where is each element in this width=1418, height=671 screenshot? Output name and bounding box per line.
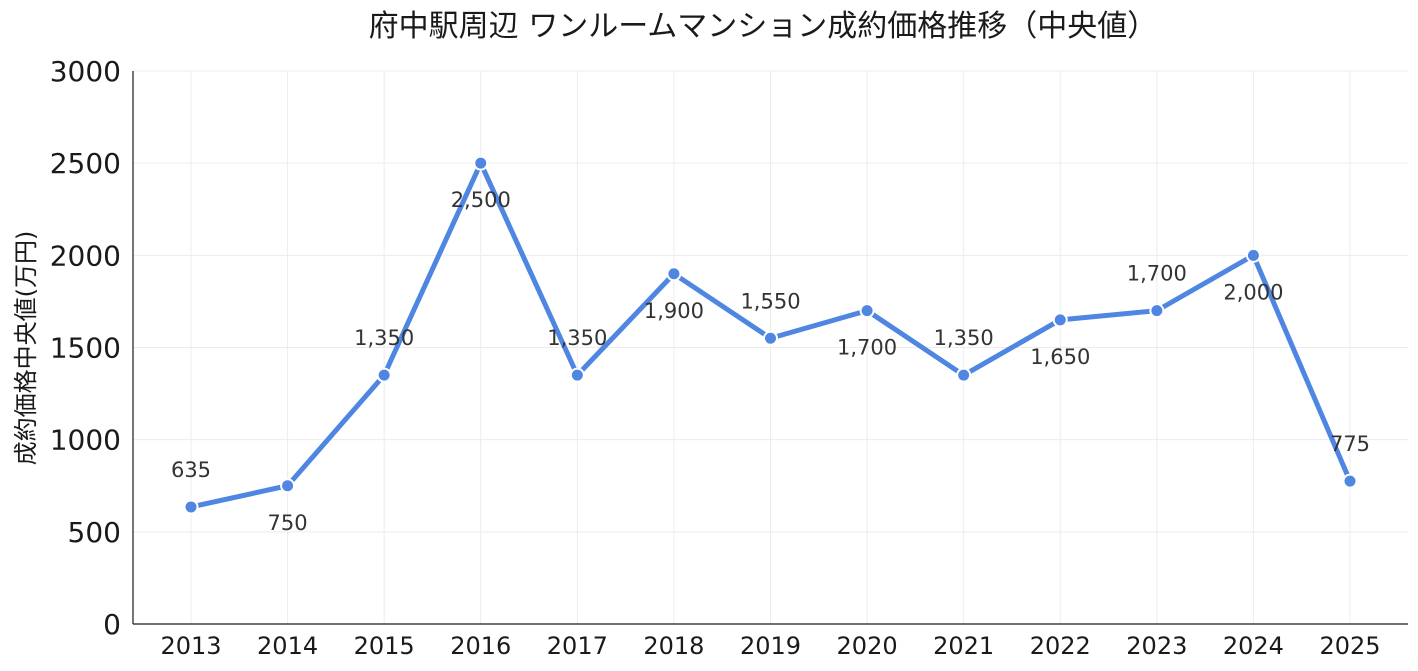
x-tick-label: 2014 [257, 632, 318, 660]
chart-title: 府中駅周辺 ワンルームマンション成約価格推移（中央値） [369, 9, 1158, 44]
data-label: 1,350 [354, 326, 414, 350]
data-point [473, 155, 489, 171]
data-label: 635 [171, 458, 211, 482]
axes [132, 71, 1408, 625]
data-point [280, 478, 296, 494]
x-tick-label: 2017 [547, 632, 608, 660]
data-label: 1,900 [644, 299, 704, 323]
x-tick-label: 2024 [1223, 632, 1284, 660]
y-axis-label: 成約価格中央値(万円) [12, 231, 40, 466]
y-tick-label: 1000 [50, 424, 121, 457]
y-tick-label: 3000 [50, 55, 121, 88]
data-label: 750 [268, 511, 308, 535]
data-labels: 635 750 1,350 2,500 1,350 1,900 1,550 1,700 1,35… [171, 188, 1370, 535]
y-tick-label: 0 [103, 608, 121, 641]
y-tick-label: 2500 [50, 147, 121, 180]
data-point [376, 367, 392, 383]
data-point [666, 266, 682, 282]
y-tick-label: 2000 [50, 239, 121, 272]
data-label: 1,350 [547, 326, 607, 350]
tick-labels: 0 500 1000 1500 2000 2500 3000 2013 2014 2015 2016… [50, 55, 1381, 660]
x-tick-label: 2025 [1319, 632, 1380, 660]
x-tick-label: 2019 [740, 632, 801, 660]
data-point [569, 367, 585, 383]
data-point [1245, 247, 1261, 263]
data-label: 1,350 [934, 326, 994, 350]
y-tick-label: 1500 [50, 332, 121, 365]
x-tick-label: 2015 [354, 632, 415, 660]
data-label: 775 [1330, 432, 1370, 456]
x-tick-label: 2022 [1030, 632, 1091, 660]
x-tick-label: 2013 [160, 632, 221, 660]
data-label: 1,550 [740, 289, 800, 313]
grid-lines [133, 70, 1408, 624]
data-label: 2,000 [1223, 280, 1283, 304]
data-point [763, 330, 778, 346]
data-point [1149, 303, 1165, 319]
data-point [956, 367, 972, 383]
data-label: 2,500 [451, 188, 511, 212]
data-point [183, 499, 199, 515]
x-tick-label: 2020 [837, 632, 898, 660]
x-tick-label: 2016 [450, 632, 511, 660]
data-point [1052, 312, 1068, 328]
data-point [1342, 473, 1358, 489]
data-point [859, 303, 875, 319]
data-label: 1,700 [837, 336, 897, 360]
data-label: 1,650 [1030, 345, 1090, 369]
x-tick-label: 2023 [1126, 632, 1187, 660]
y-tick-label: 500 [68, 516, 121, 549]
x-tick-label: 2021 [933, 632, 994, 660]
x-tick-label: 2018 [643, 632, 704, 660]
data-series [183, 155, 1358, 515]
data-label: 1,700 [1127, 262, 1187, 286]
